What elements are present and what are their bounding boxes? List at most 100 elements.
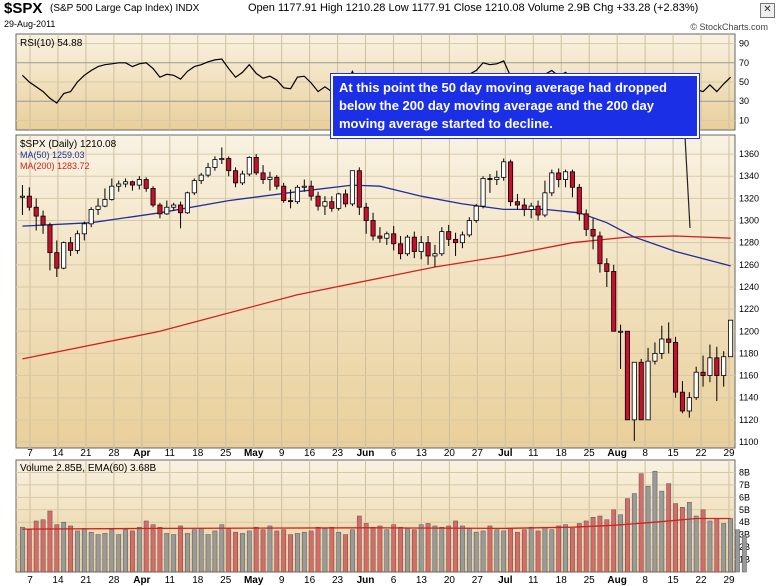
volume-bar (68, 525, 73, 573)
volume-bar (88, 531, 94, 573)
volume-bar (625, 498, 630, 573)
x-tick-label: Jul (498, 575, 513, 586)
volume-bar (226, 528, 232, 573)
x-tick-label: 7 (27, 575, 33, 586)
x-tick-label: 11 (528, 448, 539, 459)
price-tick-label: 1300 (739, 216, 759, 226)
candle-body (673, 341, 679, 393)
x-tick-label: Jun (357, 448, 375, 459)
price-tick-label: 1360 (739, 149, 759, 159)
x-tick-label: 6 (391, 448, 397, 459)
volume-bar (549, 529, 555, 573)
volume-bar (453, 520, 458, 573)
volume-bar (178, 525, 183, 573)
candle-body (425, 242, 431, 257)
close-icon[interactable]: ✕ (760, 3, 775, 18)
volume-bar (384, 529, 390, 573)
chart-symbol: $SPX (4, 0, 43, 17)
candle-body (19, 195, 25, 198)
candle-body (136, 179, 142, 186)
volume-bar (673, 503, 678, 573)
candle-body (377, 235, 383, 239)
volume-tick-label: 8B (739, 467, 750, 477)
chart-name: (S&P 500 Large Cap Index) INDX (50, 3, 199, 14)
volume-bar (109, 529, 115, 573)
rsi-tick-label: 90 (739, 39, 749, 49)
x-tick-label: 27 (472, 448, 484, 459)
candle-body (466, 220, 472, 236)
candle-body (171, 204, 177, 208)
price-tick-label: 1280 (739, 238, 759, 248)
candle-body (494, 176, 500, 180)
candle-body (556, 172, 562, 180)
candle-body (164, 206, 170, 215)
x-tick-label: 18 (192, 448, 204, 459)
volume-bar (95, 534, 101, 573)
volume-bar (33, 520, 39, 573)
volume-bar (714, 518, 720, 573)
rsi-tick-label: 30 (739, 96, 749, 106)
volume-bar (618, 514, 623, 573)
price-tick-label: 1100 (739, 437, 758, 447)
candle-body (721, 356, 727, 376)
volume-tick-label: 3B (739, 530, 750, 540)
candle-body (47, 224, 53, 254)
volume-bar (741, 535, 747, 573)
candle-body (693, 371, 699, 399)
candle-body (714, 357, 720, 376)
x-tick-label: 6 (391, 575, 397, 586)
volume-bar (432, 525, 438, 573)
candle-body (246, 156, 252, 175)
x-tick-label: 23 (332, 575, 344, 586)
candle-body (611, 271, 617, 332)
volume-bar (590, 516, 596, 573)
volume-bar (680, 507, 685, 573)
candle-body (116, 183, 122, 187)
candle-body (418, 242, 424, 252)
volume-bar (405, 528, 410, 573)
volume-bar (666, 483, 672, 573)
x-tick-label: 18 (556, 575, 568, 586)
x-tick-label: 7 (27, 448, 33, 459)
candle-body (411, 236, 417, 252)
x-tick-label: 14 (52, 448, 64, 459)
price-tick-label: 1320 (739, 193, 759, 203)
volume-bar (61, 521, 67, 573)
candle-body (563, 171, 569, 180)
candle-body (260, 172, 266, 180)
volume-bar (728, 518, 733, 573)
ma200-line (22, 235, 731, 360)
credit-text: © StockCharts.com (690, 22, 768, 32)
volume-bar (439, 526, 445, 573)
candle-body (707, 357, 713, 376)
volume-bar (446, 525, 452, 573)
x-tick-label: 25 (584, 575, 596, 586)
candle-body (54, 252, 60, 269)
x-tick-label: 22 (695, 448, 707, 459)
candle-body (329, 201, 335, 209)
volume-bar (377, 525, 383, 573)
x-tick-label: May (244, 575, 264, 586)
volume-bar (315, 526, 321, 573)
x-tick-label: 9 (279, 448, 285, 459)
volume-bar (336, 531, 342, 573)
candle-body (391, 233, 397, 245)
candle-body (150, 188, 156, 206)
x-tick-label: Aug (607, 448, 626, 459)
x-tick-label: 15 (668, 448, 680, 459)
candle-body (370, 220, 376, 237)
volume-tick-label: 6B (739, 492, 750, 502)
volume-bar (301, 531, 307, 573)
candle-body (446, 231, 452, 240)
annotation-note: At this point the 50 day moving average … (330, 73, 700, 139)
volume-bar (136, 526, 142, 573)
price-tick-label: 1240 (739, 282, 759, 292)
quote-line: Open 1177.91 High 1210.28 Low 1177.91 Cl… (248, 2, 699, 14)
candle-body (129, 181, 135, 186)
candle-body (336, 193, 342, 209)
candle-body (253, 156, 259, 174)
candle-body (404, 236, 410, 255)
volume-bar (102, 533, 108, 573)
volume-tick-label: 4B (739, 517, 750, 527)
